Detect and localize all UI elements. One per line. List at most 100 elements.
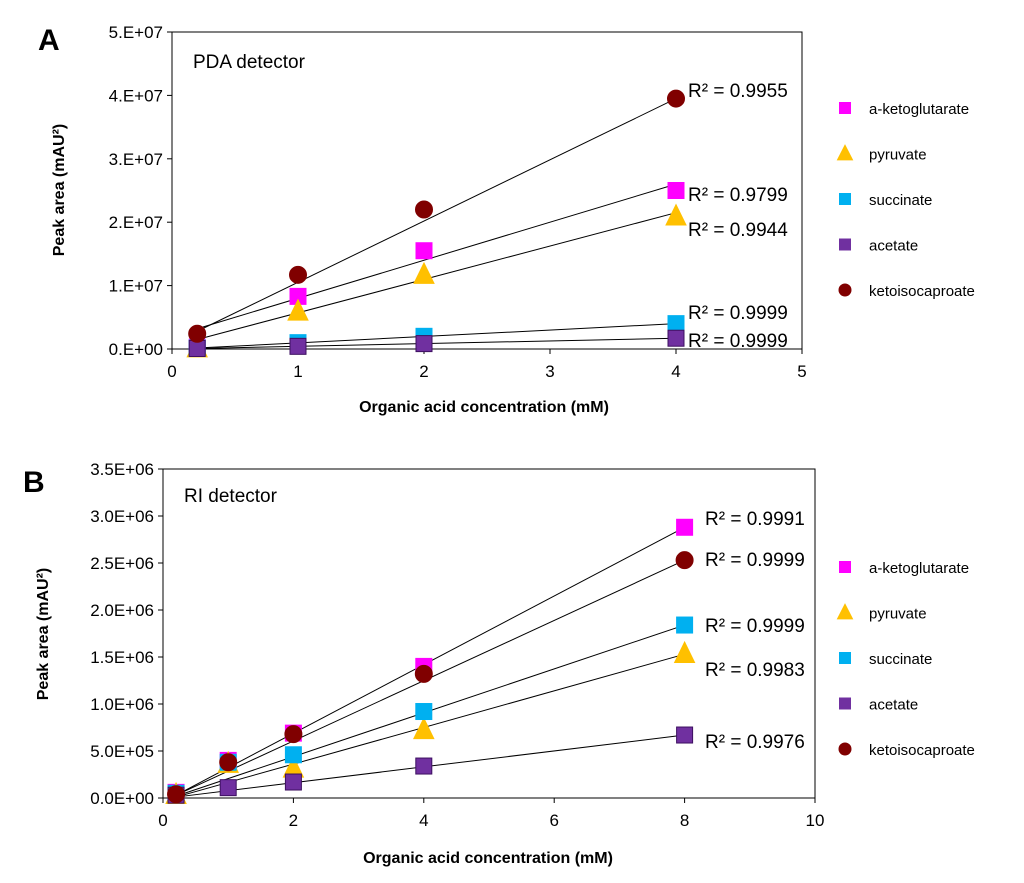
legend-marker-acetate xyxy=(839,238,851,251)
x-tick-label: 2 xyxy=(289,811,298,830)
plot-title: PDA detector xyxy=(193,52,306,73)
data-point-ketoisocaproate xyxy=(167,785,186,804)
x-axis-title: Organic acid concentration (mM) xyxy=(363,850,613,867)
data-point-ketoisocaproate xyxy=(284,725,303,744)
x-axis-title: Organic acid concentration (mM) xyxy=(359,399,609,416)
r2-label-ketoisocaproate: R² = 0.9999 xyxy=(705,550,805,571)
legend-marker-pyruvate xyxy=(836,603,854,620)
plot-area xyxy=(171,31,803,350)
legend-label-acetate: acetate xyxy=(869,697,918,714)
series-acetate xyxy=(188,329,685,357)
y-tick-label: 1.0E+06 xyxy=(90,695,154,714)
y-tick-label: 1.5E+06 xyxy=(90,648,154,667)
data-point-a-ketoglutarate xyxy=(667,182,685,199)
data-point-acetate xyxy=(667,329,685,347)
panel-letter: A xyxy=(38,24,60,57)
data-point-succinate xyxy=(676,616,694,634)
trendline-pyruvate xyxy=(197,212,677,340)
x-tick-label: 4 xyxy=(671,362,680,381)
data-point-succinate xyxy=(415,703,433,721)
data-point-acetate xyxy=(284,773,302,791)
trendline-ketoisocaproate xyxy=(196,98,677,332)
legend-label-ketoisocaproate: ketoisocaproate xyxy=(869,742,975,759)
series-a-ketoglutarate xyxy=(188,182,685,356)
r2-label-pyruvate: R² = 0.9944 xyxy=(688,220,788,241)
legend: a-ketoglutarate pyruvate succinate acetate k… xyxy=(836,101,975,300)
r2-label-pyruvate: R² = 0.9983 xyxy=(705,660,805,681)
r2-label-acetate: R² = 0.9976 xyxy=(705,732,805,753)
x-tick-label: 8 xyxy=(680,811,689,830)
y-tick-label: 3.E+07 xyxy=(109,150,163,169)
legend-marker-ketoisocaproate xyxy=(838,283,852,297)
legend-label-ketoisocaproate: ketoisocaproate xyxy=(869,283,975,300)
x-tick-label: 10 xyxy=(806,811,825,830)
data-point-pyruvate xyxy=(665,203,687,226)
data-point-ketoisocaproate xyxy=(188,324,207,343)
legend: a-ketoglutarate pyruvate succinate acetate k… xyxy=(836,560,975,759)
x-tick-label: 0 xyxy=(167,362,176,381)
legend-label-pyruvate: pyruvate xyxy=(869,147,927,164)
x-tick-label: 6 xyxy=(549,811,558,830)
data-point-ketoisocaproate xyxy=(414,664,433,683)
panel-letter: B xyxy=(23,466,45,499)
trendline-acetate xyxy=(197,337,677,349)
data-point-pyruvate xyxy=(287,298,309,321)
y-tick-label: 2.5E+06 xyxy=(90,554,154,573)
data-point-ketoisocaproate xyxy=(667,89,685,108)
legend-label-succinate: succinate xyxy=(869,192,932,209)
r2-label-acetate: R² = 0.9999 xyxy=(688,331,788,352)
chart-panel-b: B RI detector 0.0E+00 5.0E+05 1.0E+06 1.5E+06… xyxy=(23,460,975,867)
legend-marker-acetate xyxy=(839,697,851,710)
y-axis-title: Peak area (mAU²) xyxy=(35,568,52,701)
data-point-pyruvate xyxy=(412,717,435,740)
legend-marker-ketoisocaproate xyxy=(838,742,852,756)
y-tick-label: 4.E+07 xyxy=(109,86,163,105)
data-point-succinate xyxy=(667,315,685,333)
legend-label-a-ketoglutarate: a-ketoglutarate xyxy=(869,101,969,118)
r2-label-ketoisocaproate: R² = 0.9955 xyxy=(688,81,788,102)
y-tick-label: 2.0E+06 xyxy=(90,601,154,620)
legend-marker-a-ketoglutarate xyxy=(839,561,851,573)
r2-label-a-ketoglutarate: R² = 0.9799 xyxy=(688,185,788,206)
data-point-pyruvate xyxy=(413,261,435,284)
x-tick-label: 0 xyxy=(158,811,167,830)
x-tick-label: 3 xyxy=(545,362,554,381)
legend-label-pyruvate: pyruvate xyxy=(869,606,927,623)
trendline-succinate xyxy=(197,323,677,349)
x-tick-label: 4 xyxy=(419,811,428,830)
y-tick-label: 3.5E+06 xyxy=(90,460,154,479)
y-tick-label: 0.0E+00 xyxy=(90,789,154,808)
trendline-a-ketoglutarate xyxy=(197,183,677,330)
r2-label-a-ketoglutarate: R² = 0.9991 xyxy=(705,509,805,530)
chart-panel-a: A PDA detector 0.E+00 1.E+07 2.E+07 3.E+07 4.E… xyxy=(38,23,975,416)
trendline-pyruvate xyxy=(175,653,685,798)
data-point-ketoisocaproate xyxy=(219,753,238,772)
series-ketoisocaproate xyxy=(167,551,694,804)
legend-marker-a-ketoglutarate xyxy=(839,102,851,114)
data-point-ketoisocaproate xyxy=(415,200,433,219)
legend-marker-succinate xyxy=(839,193,851,205)
data-point-ketoisocaproate xyxy=(675,551,694,570)
plot-area xyxy=(162,468,816,799)
data-point-ketoisocaproate xyxy=(289,265,307,284)
data-point-pyruvate xyxy=(673,640,696,663)
y-tick-label: 2.E+07 xyxy=(109,213,163,232)
y-axis-title: Peak area (mAU²) xyxy=(51,124,68,257)
y-tick-label: 3.0E+06 xyxy=(90,507,154,526)
data-point-acetate xyxy=(415,757,433,775)
x-tick-label: 2 xyxy=(419,362,428,381)
legend-label-succinate: succinate xyxy=(869,651,932,668)
data-point-acetate xyxy=(289,337,307,355)
data-point-acetate xyxy=(415,335,433,353)
x-tick-label: 5 xyxy=(797,362,806,381)
y-tick-label: 5.0E+05 xyxy=(90,742,154,761)
data-point-a-ketoglutarate xyxy=(415,242,433,260)
legend-label-acetate: acetate xyxy=(869,238,918,255)
data-point-acetate xyxy=(676,726,694,744)
y-tick-label: 0.E+00 xyxy=(109,340,163,359)
y-tick-label: 5.E+07 xyxy=(109,23,163,42)
data-point-a-ketoglutarate xyxy=(676,518,694,536)
y-tick-label: 1.E+07 xyxy=(109,277,163,296)
data-point-succinate xyxy=(284,746,302,764)
